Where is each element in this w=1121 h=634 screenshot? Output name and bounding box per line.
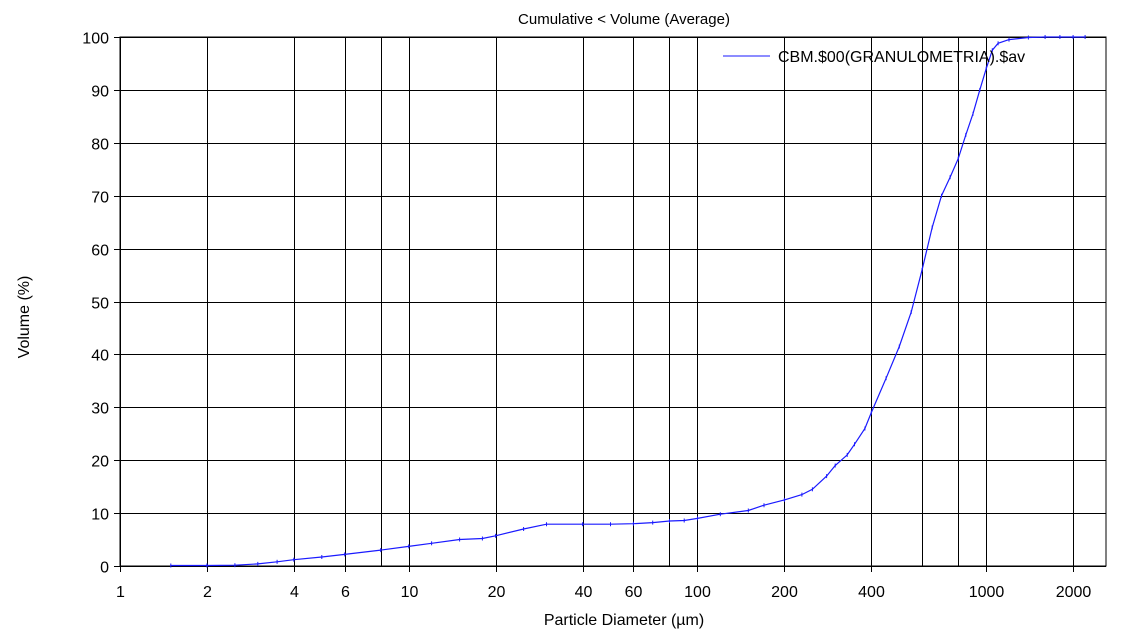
series-line bbox=[170, 36, 1086, 567]
y-tick-label: 0 bbox=[100, 560, 109, 577]
y-tick-label: 30 bbox=[91, 401, 109, 418]
ticks-layer: 0 10 20 30 40 50 60 70 80 90 100 1 2 4 6 10 20 40 60 100 200… bbox=[82, 31, 1091, 602]
y-tick-label: 60 bbox=[91, 243, 109, 260]
x-tick-label: 400 bbox=[858, 584, 885, 601]
y-tick-label: 90 bbox=[91, 84, 109, 101]
x-tick-label: 10 bbox=[401, 584, 419, 601]
x-tick-label: 20 bbox=[488, 584, 506, 601]
y-tick-label: 70 bbox=[91, 190, 109, 207]
x-axis-label: Particle Diameter (µm) bbox=[544, 612, 704, 629]
x-tick-label: 200 bbox=[771, 584, 798, 601]
x-tick-label: 1000 bbox=[969, 584, 1005, 601]
legend-label: CBM.$00(GRANULOMETRIA).$av bbox=[778, 49, 1025, 66]
y-axis-label: Volume (%) bbox=[16, 276, 33, 359]
y-tick-label: 20 bbox=[91, 454, 109, 471]
x-tick-label: 40 bbox=[575, 584, 593, 601]
y-tick-label: 10 bbox=[91, 507, 109, 524]
x-tick-label: 6 bbox=[341, 584, 350, 601]
y-tick-label: 100 bbox=[82, 31, 109, 48]
x-tick-label: 60 bbox=[625, 584, 643, 601]
grid-layer bbox=[120, 37, 1106, 567]
x-tick-label: 1 bbox=[116, 584, 125, 601]
y-tick-label: 40 bbox=[91, 348, 109, 365]
x-tick-label: 4 bbox=[290, 584, 299, 601]
series-layer bbox=[170, 35, 1086, 568]
x-tick-label: 2000 bbox=[1056, 584, 1092, 601]
y-tick-label: 80 bbox=[91, 137, 109, 154]
chart-title: Cumulative < Volume (Average) bbox=[518, 11, 730, 28]
plot-frame bbox=[119, 36, 1107, 567]
legend: CBM.$00(GRANULOMETRIA).$av bbox=[723, 49, 1025, 66]
x-tick-label: 2 bbox=[203, 584, 212, 601]
y-tick-label: 50 bbox=[91, 296, 109, 313]
x-tick-label: 100 bbox=[684, 584, 711, 601]
